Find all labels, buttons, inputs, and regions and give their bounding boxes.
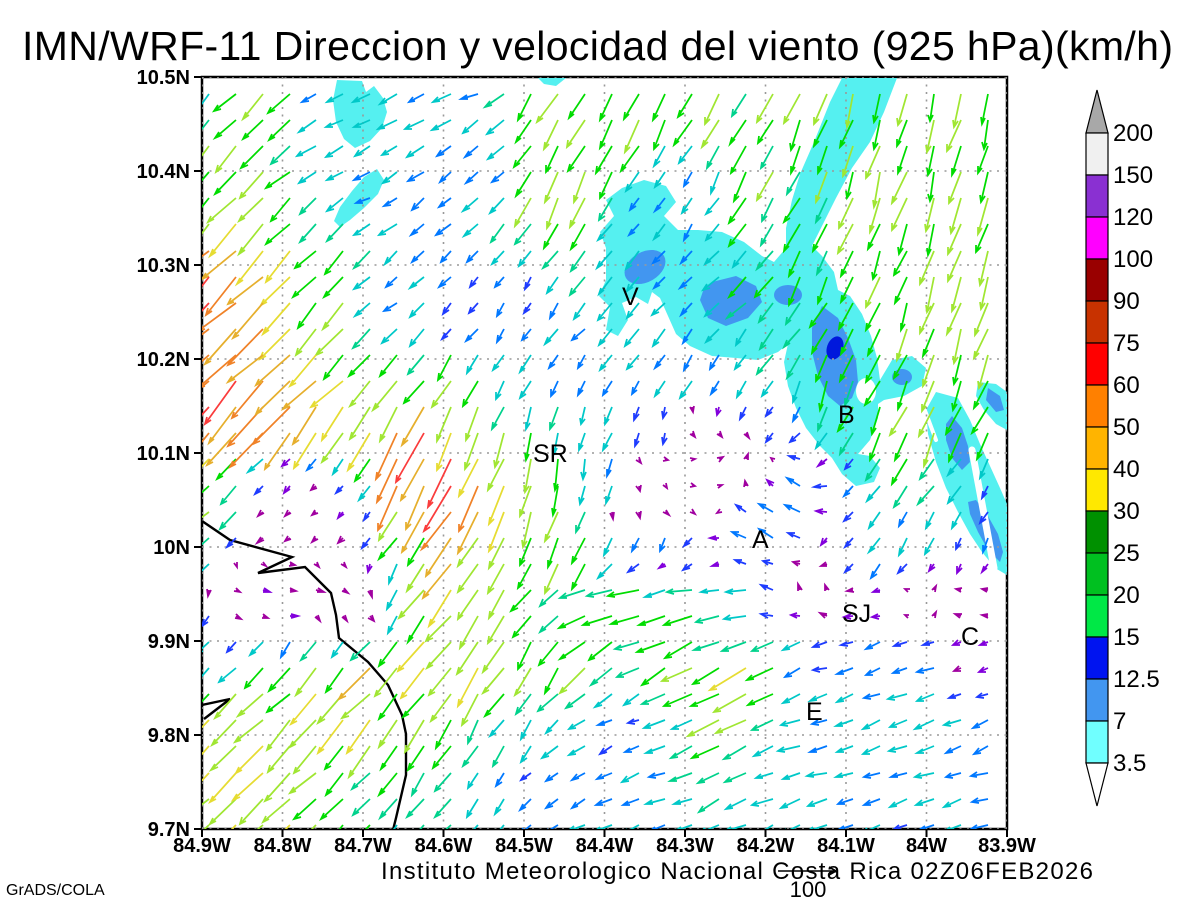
svg-text:84.2W: 84.2W	[737, 835, 795, 857]
svg-text:9.9N: 9.9N	[148, 631, 190, 653]
svg-text:84W: 84W	[906, 835, 947, 857]
svg-text:10N: 10N	[153, 537, 190, 559]
svg-text:25: 25	[1113, 540, 1140, 567]
svg-text:84.4W: 84.4W	[576, 835, 634, 857]
svg-text:84.7W: 84.7W	[334, 835, 392, 857]
svg-text:7: 7	[1113, 708, 1126, 735]
svg-text:10.4N: 10.4N	[137, 161, 190, 183]
svg-text:GrADS/COLA: GrADS/COLA	[6, 882, 105, 899]
svg-text:10.5N: 10.5N	[137, 67, 190, 89]
svg-text:SR: SR	[533, 440, 568, 468]
svg-text:120: 120	[1113, 204, 1153, 231]
svg-text:40: 40	[1113, 456, 1140, 483]
svg-text:90: 90	[1113, 288, 1140, 315]
svg-text:83.9W: 83.9W	[978, 835, 1036, 857]
svg-text:84.6W: 84.6W	[415, 835, 473, 857]
svg-text:3.5: 3.5	[1113, 750, 1146, 777]
svg-text:C: C	[961, 623, 979, 651]
svg-text:12.5: 12.5	[1113, 666, 1160, 693]
svg-text:100: 100	[1113, 246, 1153, 273]
svg-text:84.1W: 84.1W	[817, 835, 875, 857]
svg-text:9.8N: 9.8N	[148, 725, 190, 747]
svg-text:75: 75	[1113, 330, 1140, 357]
svg-text:10.2N: 10.2N	[137, 349, 190, 371]
svg-text:100: 100	[790, 877, 827, 900]
svg-text:Instituto Meteorologico Nacion: Instituto Meteorologico Nacional Costa R…	[381, 858, 1093, 885]
svg-text:B: B	[838, 401, 855, 429]
svg-text:84.8W: 84.8W	[254, 835, 312, 857]
svg-text:150: 150	[1113, 162, 1153, 189]
svg-text:SJ: SJ	[842, 600, 871, 628]
svg-text:50: 50	[1113, 414, 1140, 441]
svg-text:IMN/WRF-11 Direccion y velocid: IMN/WRF-11 Direccion y velocidad del vie…	[22, 23, 1173, 69]
svg-text:A: A	[752, 526, 769, 554]
svg-text:10.3N: 10.3N	[137, 255, 190, 277]
svg-text:200: 200	[1113, 120, 1153, 147]
svg-text:10.1N: 10.1N	[137, 443, 190, 465]
svg-text:9.7N: 9.7N	[148, 819, 190, 841]
svg-text:20: 20	[1113, 582, 1140, 609]
svg-text:84.3W: 84.3W	[656, 835, 714, 857]
svg-text:60: 60	[1113, 372, 1140, 399]
svg-text:84.5W: 84.5W	[495, 835, 553, 857]
svg-text:84.9W: 84.9W	[173, 835, 231, 857]
svg-text:V: V	[622, 283, 639, 311]
svg-text:E: E	[806, 698, 823, 726]
svg-text:15: 15	[1113, 624, 1140, 651]
svg-text:30: 30	[1113, 498, 1140, 525]
